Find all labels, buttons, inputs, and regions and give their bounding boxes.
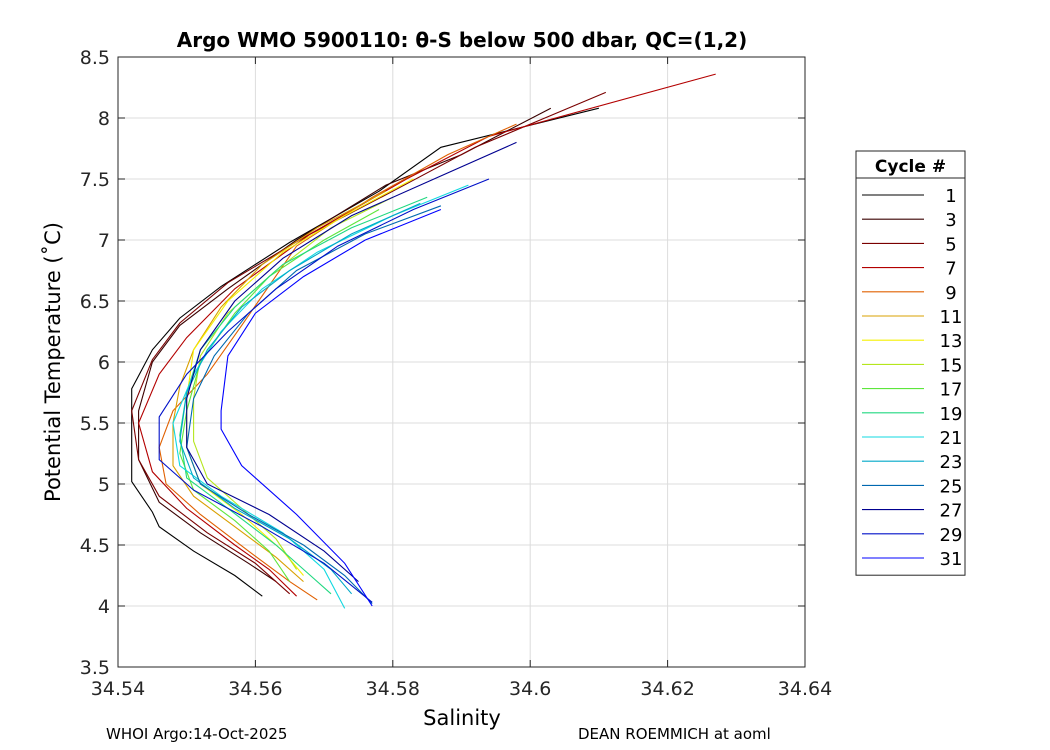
legend-label: 27 <box>940 501 963 522</box>
y-tick-label: 4 <box>98 596 110 618</box>
y-axis-label: Potential Temperature (˚C) <box>41 222 65 502</box>
legend-label: 5 <box>945 234 956 255</box>
y-tick-label: 3.5 <box>80 657 110 679</box>
series-line-29 <box>158 178 490 603</box>
footer-right: DEAN ROEMMICH at aoml <box>578 725 771 743</box>
legend-label: 3 <box>945 210 956 231</box>
y-tick-label: 8 <box>98 108 110 130</box>
y-tick-label: 7 <box>98 230 110 252</box>
series-line-27 <box>186 141 517 583</box>
y-tick-label: 8.5 <box>80 47 110 69</box>
y-tick-label: 5 <box>98 474 110 496</box>
legend-label: 7 <box>945 259 956 280</box>
series-group <box>131 73 716 609</box>
legend-label: 17 <box>940 380 963 401</box>
legend-title: Cycle # <box>875 157 946 177</box>
legend-label: 13 <box>940 331 963 352</box>
series-line-11 <box>172 190 387 583</box>
axes: 34.54 34.56 34.58 34.6 34.62 34.64 3.5 4 4.5 5 5.5… <box>80 47 832 700</box>
legend-label: 31 <box>940 549 963 570</box>
y-tick-label: 4.5 <box>80 535 110 557</box>
legend-label: 21 <box>940 428 963 449</box>
grid <box>117 56 806 668</box>
legend-label: 11 <box>940 307 963 328</box>
legend-label: 15 <box>940 355 963 376</box>
series-line-3 <box>138 107 552 583</box>
x-axis-label: Salinity <box>423 706 501 730</box>
chart-title: Argo WMO 5900110: θ-S below 500 dbar, QC… <box>177 28 747 52</box>
x-tick-label: 34.6 <box>509 678 551 700</box>
footer-left: WHOI Argo:14-Oct-2025 <box>106 725 288 743</box>
y-tick-label: 6.5 <box>80 291 110 313</box>
series-line-5 <box>131 91 607 595</box>
series-line-31 <box>220 208 442 607</box>
series-line-7 <box>138 73 716 597</box>
x-tick-label: 34.64 <box>778 678 832 700</box>
x-tick-label: 34.58 <box>366 678 420 700</box>
axes-box <box>117 56 806 668</box>
x-tick-label: 34.54 <box>91 678 145 700</box>
legend-label: 23 <box>940 452 963 473</box>
y-tick-label: 7.5 <box>80 169 110 191</box>
legend-label: 9 <box>945 283 956 304</box>
series-line-23 <box>179 202 421 595</box>
legend-label: 25 <box>940 476 963 497</box>
series-line-9 <box>158 123 517 601</box>
legend-box <box>855 150 966 576</box>
legend-label: 1 <box>945 186 956 207</box>
legend-label: 19 <box>940 404 963 425</box>
x-tick-label: 34.62 <box>640 678 694 700</box>
series-line-25 <box>186 205 442 604</box>
y-tick-label: 5.5 <box>80 413 110 435</box>
x-tick-label: 34.56 <box>228 678 282 700</box>
series-line-1 <box>131 107 600 597</box>
legend-label: 29 <box>940 525 963 546</box>
y-tick-label: 6 <box>98 352 110 374</box>
